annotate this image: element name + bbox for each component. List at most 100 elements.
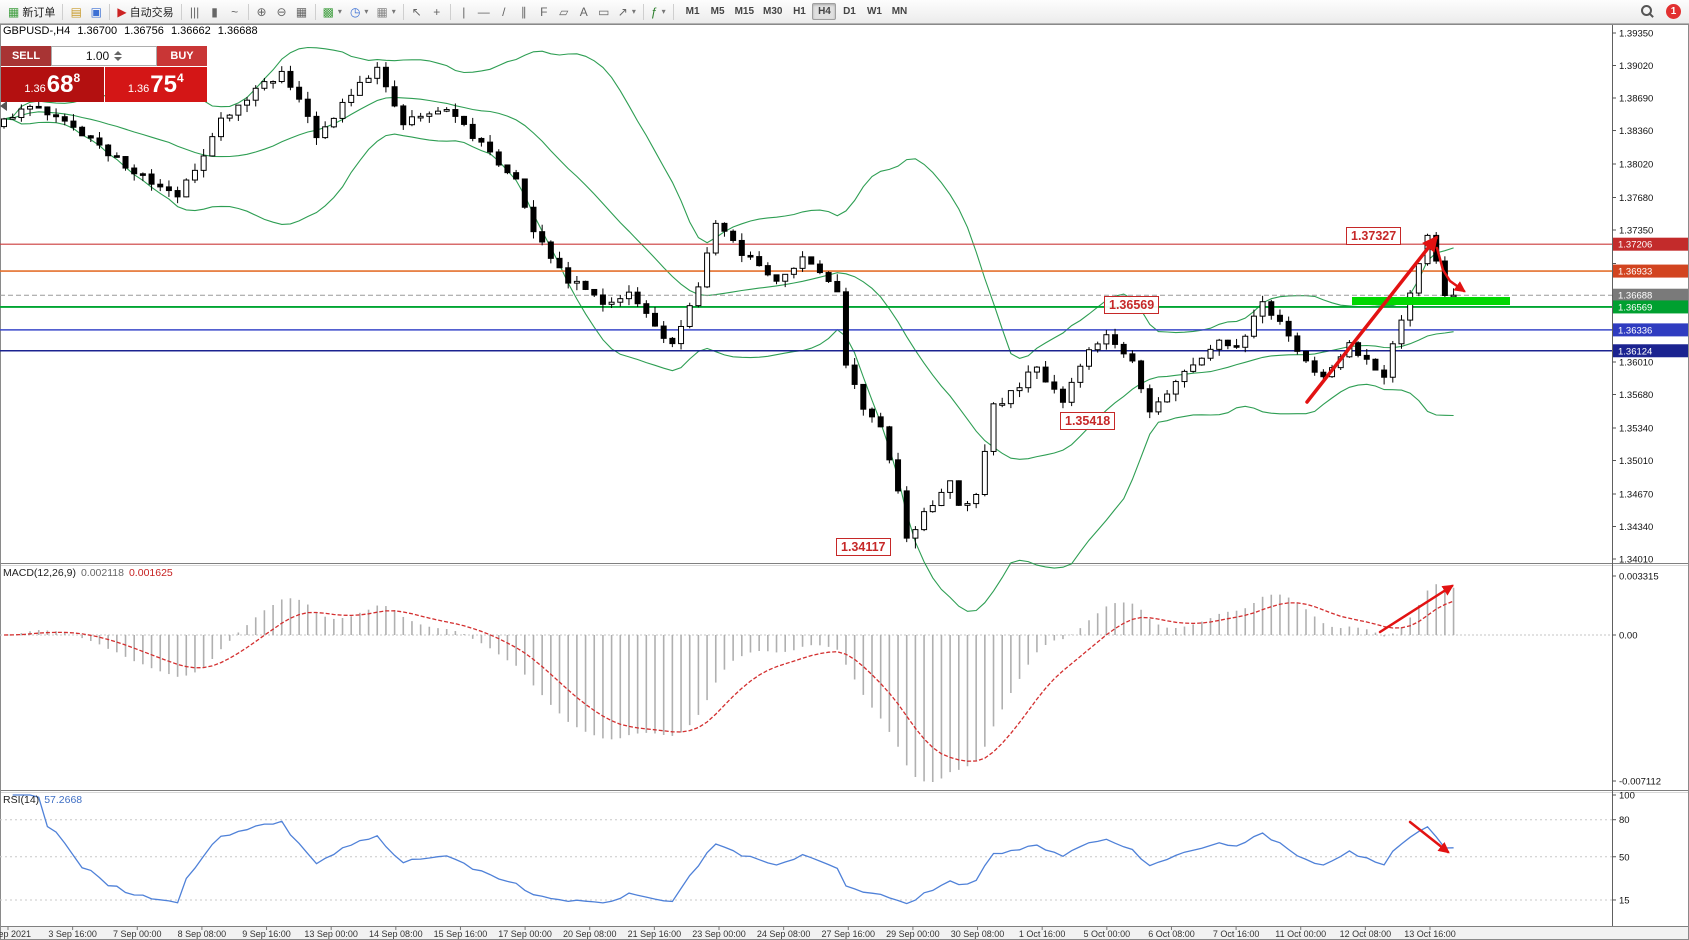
price-annotation[interactable]: 1.36569 xyxy=(1104,296,1160,314)
data-window-button[interactable]: ▣ xyxy=(86,2,106,22)
toolbar-separator xyxy=(62,3,64,20)
lot-size-field[interactable]: 1.00 xyxy=(51,46,157,66)
svg-text:1.36336: 1.36336 xyxy=(1618,325,1652,336)
svg-text:1.37680: 1.37680 xyxy=(1619,193,1653,204)
svg-text:1.39350: 1.39350 xyxy=(1619,29,1653,40)
ohlc-low: 1.36662 xyxy=(170,25,211,37)
time-axis: 3 Sep 2021 3 Sep 16:00 7 Sep 00:00 8 Sep 08… xyxy=(0,926,1456,939)
timeframe-m30-button[interactable]: M30 xyxy=(763,6,783,17)
text-button[interactable]: A xyxy=(574,2,594,22)
svg-text:1 Oct 16:00: 1 Oct 16:00 xyxy=(1019,929,1066,939)
buy-price-pip: 4 xyxy=(176,71,184,85)
chart-area: 1.39350 1.39020 1.38690 1.38360 1.38020 1.376… xyxy=(0,24,1689,940)
sell-tab[interactable]: SELL xyxy=(1,46,51,66)
timeframe-m5-button[interactable]: M5 xyxy=(710,6,725,17)
notification-badge[interactable]: 1 xyxy=(1666,4,1681,19)
macd-signal-line xyxy=(3,600,1454,762)
new-order-button[interactable]: ▦ 新订单 xyxy=(4,2,59,22)
templates-button[interactable]: ▦ ▾ xyxy=(372,2,399,22)
toolbar-separator xyxy=(402,3,404,20)
new-chart-button[interactable]: ▩ ▾ xyxy=(319,2,346,22)
templates-icon: ▦ xyxy=(376,4,388,19)
new-order-label: 新订单 xyxy=(22,6,56,19)
search-button[interactable] xyxy=(1637,2,1658,22)
data-window-icon: ▣ xyxy=(90,4,103,19)
auto-trading-button[interactable]: ▶ 自动交易 xyxy=(113,2,177,22)
rsi-name: RSI(14) xyxy=(3,794,40,806)
toolbar-separator xyxy=(642,3,644,20)
buy-tab[interactable]: BUY xyxy=(157,46,207,66)
ohlc-high: 1.36756 xyxy=(124,25,164,37)
timeframe-w1-button[interactable]: W1 xyxy=(866,6,882,17)
svg-text:7 Sep 00:00: 7 Sep 00:00 xyxy=(113,929,162,939)
crosshair-button[interactable]: + xyxy=(427,2,447,22)
vertical-line-button[interactable]: | xyxy=(454,2,474,22)
svg-text:1.38360: 1.38360 xyxy=(1619,126,1653,137)
search-icon xyxy=(1641,5,1654,18)
svg-text:8 Sep 08:00: 8 Sep 08:00 xyxy=(178,929,227,939)
lot-stepper[interactable] xyxy=(114,51,123,61)
svg-text:7 Oct 16:00: 7 Oct 16:00 xyxy=(1213,929,1260,939)
price-annotation[interactable]: 1.34117 xyxy=(836,538,891,556)
dropdown-arrow-icon: ▾ xyxy=(364,7,369,16)
lot-increase-icon[interactable] xyxy=(114,51,123,55)
price-axis: 1.39350 1.39020 1.38690 1.38360 1.38020 1.376… xyxy=(1612,29,1653,566)
buy-price-button[interactable]: 1.36 75 4 xyxy=(104,67,207,102)
timeframe-d1-button[interactable]: D1 xyxy=(843,6,856,17)
arrows-tool-icon: ↗ xyxy=(617,4,628,19)
tile-windows-button[interactable]: ▦ xyxy=(292,2,312,22)
sell-price-button[interactable]: 1.36 68 8 xyxy=(1,67,104,102)
auto-trading-label: 自动交易 xyxy=(129,6,174,19)
svg-text:1.36124: 1.36124 xyxy=(1618,346,1652,357)
svg-text:1.37350: 1.37350 xyxy=(1619,226,1653,237)
svg-text:3 Sep 2021: 3 Sep 2021 xyxy=(0,929,31,939)
sell-price-big: 68 xyxy=(46,70,74,98)
charts-list-button[interactable]: ▤ xyxy=(66,2,86,22)
svg-text:13 Sep 00:00: 13 Sep 00:00 xyxy=(304,929,358,939)
rsi-label: RSI(14) 57.2668 xyxy=(3,794,82,806)
toolbar-separator xyxy=(449,3,451,20)
candlestick-chart-button[interactable]: ▮ xyxy=(205,2,225,22)
bar-chart-button[interactable]: ||| xyxy=(185,2,205,22)
svg-text:13 Oct 16:00: 13 Oct 16:00 xyxy=(1404,929,1456,939)
price-annotation[interactable]: 1.37327 xyxy=(1346,227,1402,245)
timeframe-m1-button[interactable]: M1 xyxy=(685,6,700,17)
line-chart-icon: ~ xyxy=(231,4,239,19)
equidistant-channel-button[interactable]: ∥ xyxy=(514,2,534,22)
periods-button[interactable]: ◷ ▾ xyxy=(346,2,373,22)
svg-text:5 Oct 00:00: 5 Oct 00:00 xyxy=(1084,929,1131,939)
shapes-button[interactable]: ▱ xyxy=(554,2,574,22)
timeframe-m15-button[interactable]: M15 xyxy=(734,6,755,17)
cursor-button[interactable]: ↖ xyxy=(407,2,427,22)
timeframe-mn-button[interactable]: MN xyxy=(891,6,908,17)
svg-text:15 Sep 16:00: 15 Sep 16:00 xyxy=(434,929,488,939)
svg-text:1.37206: 1.37206 xyxy=(1618,240,1652,251)
toolbar: ▦ 新订单 ▤ ▣ ▶ 自动交易 ||| ▮ ~ ⊕ ⊖ ▦ ▩ ▾ ◷ ▾ ▦ ▾ ↖ + | — / ∥ F ▱ A ▭ ↗ ▾ ƒ ▾ M… xyxy=(0,0,1689,24)
timeframe-h4-button[interactable]: H4 xyxy=(812,3,837,20)
line-chart-button[interactable]: ~ xyxy=(225,2,245,22)
new-chart-icon: ▩ xyxy=(322,4,334,19)
zoom-out-button[interactable]: ⊖ xyxy=(272,2,292,22)
indicators-button[interactable]: ƒ ▾ xyxy=(647,2,670,22)
zoom-in-button[interactable]: ⊕ xyxy=(252,2,272,22)
lot-decrease-icon[interactable] xyxy=(114,57,123,61)
timeframe-bar: M1 M5 M15 M30 H1 H4 D1 W1 MN xyxy=(681,3,912,20)
svg-text:21 Sep 16:00: 21 Sep 16:00 xyxy=(628,929,682,939)
trendline-button[interactable]: / xyxy=(494,2,514,22)
fibonacci-button[interactable]: F xyxy=(534,2,554,22)
candlesticks xyxy=(1,62,1457,549)
bollinger-bands xyxy=(3,46,1454,612)
timeframe-h1-button[interactable]: H1 xyxy=(793,6,806,17)
arrows-tool-button[interactable]: ↗ ▾ xyxy=(614,2,640,22)
svg-text:24 Sep 08:00: 24 Sep 08:00 xyxy=(757,929,811,939)
svg-text:1.35010: 1.35010 xyxy=(1619,456,1653,467)
price-annotation[interactable]: 1.35418 xyxy=(1060,412,1116,430)
horizontal-line-button[interactable]: — xyxy=(474,2,494,22)
text-label-button[interactable]: ▭ xyxy=(594,2,614,22)
zoom-out-icon: ⊖ xyxy=(276,4,287,19)
zoom-in-icon: ⊕ xyxy=(256,4,267,19)
chart-canvas[interactable]: 1.39350 1.39020 1.38690 1.38360 1.38020 1.376… xyxy=(0,24,1689,940)
svg-text:1.38690: 1.38690 xyxy=(1619,94,1653,105)
one-click-panel-toggle[interactable] xyxy=(0,101,7,111)
